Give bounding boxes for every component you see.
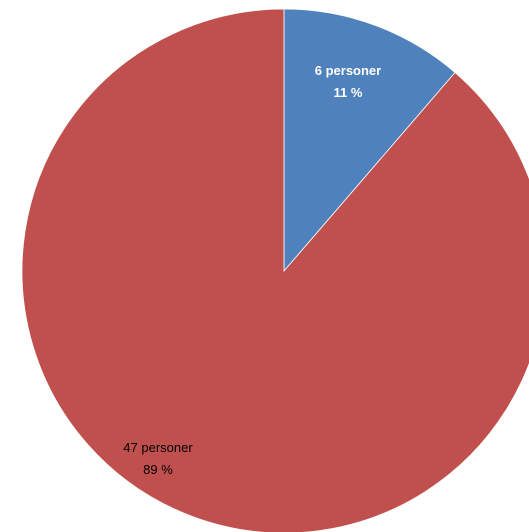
pie-labels: 6 personer 11 % 47 personer 89 % [123,63,381,477]
slice-2-percent-label: 89 % [143,462,173,477]
pie-slices [21,8,529,532]
pie-slice-1 [283,8,456,273]
slice-1-count-label: 6 personer [315,63,381,78]
pie-slice-2 [21,8,529,532]
slice-1-percent-label: 11 % [334,85,363,100]
slice-2-count-label: 47 personer [123,440,193,455]
